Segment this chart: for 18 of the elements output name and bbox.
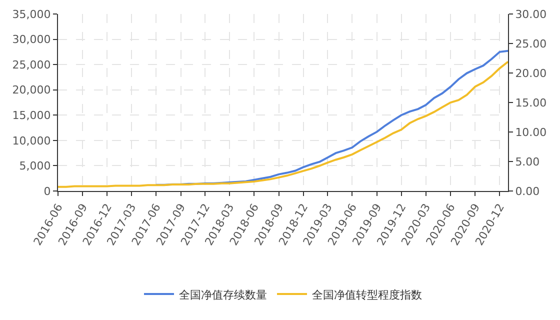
y2-tick-label: 20.00 [515, 66, 547, 80]
y-tick-label: 30,000 [12, 33, 51, 46]
y-tick-label: 0 [44, 184, 51, 198]
y2-tick-label: 10.00 [515, 126, 547, 139]
y-tick-label: 5,000 [19, 160, 51, 173]
y2-tick-label: 30.00 [515, 8, 547, 21]
y2-tick-label: 15.00 [515, 96, 547, 110]
y2-tick-label: 0.00 [515, 184, 540, 198]
line-series [58, 60, 508, 188]
y-tick-label: 25,000 [12, 58, 51, 72]
y-tick-label: 10,000 [12, 134, 51, 148]
y2-tick-label: 5.00 [515, 155, 540, 168]
y-tick-label: 15,000 [12, 108, 51, 122]
legend-label: 全国净值存续数量 [179, 288, 267, 302]
y-tick-label: 20,000 [12, 84, 51, 97]
y2-tick-label: 25.00 [515, 37, 547, 50]
legend-label: 全国净值转型程度指数 [312, 288, 422, 302]
y-tick-label: 35,000 [12, 8, 51, 21]
